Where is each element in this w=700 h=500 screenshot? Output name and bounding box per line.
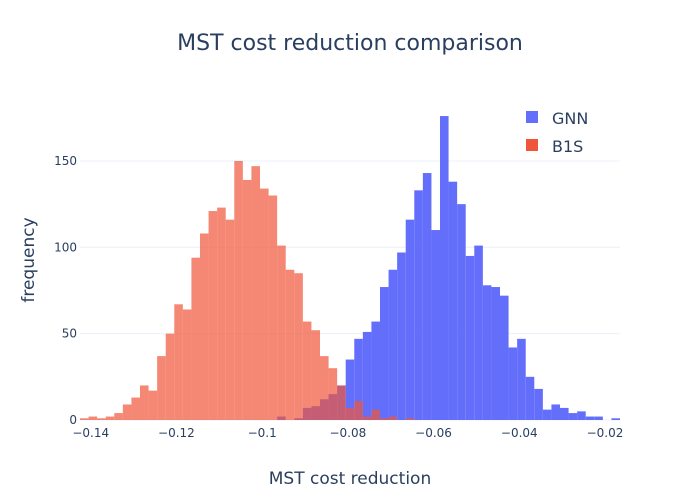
bar-gnn[interactable]	[405, 219, 415, 420]
legend-item-b1s[interactable]: B1S	[526, 137, 583, 156]
bar-gnn[interactable]	[611, 418, 620, 420]
bar-gnn[interactable]	[585, 416, 595, 420]
bar-gnn[interactable]	[422, 173, 432, 420]
bar-b1s[interactable]	[302, 321, 312, 420]
bar-gnn[interactable]	[465, 255, 475, 420]
bar-gnn[interactable]	[525, 376, 535, 420]
bar-gnn[interactable]	[551, 404, 560, 420]
bar-gnn[interactable]	[397, 252, 406, 420]
bar-b1s[interactable]	[208, 211, 218, 420]
bar-gnn[interactable]	[354, 338, 363, 420]
bar-gnn[interactable]	[345, 359, 355, 420]
bar-b1s[interactable]	[217, 207, 226, 420]
bar-b1s[interactable]	[191, 257, 200, 420]
bar-b1s[interactable]	[182, 309, 192, 420]
bar-b1s[interactable]	[277, 245, 286, 420]
bar-b1s[interactable]	[97, 418, 106, 420]
bar-b1s[interactable]	[234, 160, 243, 420]
bar-gnn[interactable]	[594, 416, 603, 420]
bar-b1s[interactable]	[88, 416, 98, 420]
y-axis-title: frequency	[19, 217, 39, 302]
legend-swatch-b1s	[526, 139, 538, 151]
bar-b1s[interactable]	[328, 368, 338, 420]
bar-b1s[interactable]	[140, 385, 149, 420]
legend[interactable]: GNN B1S	[510, 100, 615, 158]
y-tick-label: 50	[62, 327, 77, 341]
bar-b1s[interactable]	[148, 390, 158, 420]
bar-gnn[interactable]	[431, 230, 440, 420]
bar-b1s[interactable]	[320, 356, 329, 420]
bar-b1s[interactable]	[380, 418, 389, 420]
legend-swatch-gnn	[526, 111, 538, 123]
bar-gnn[interactable]	[560, 407, 569, 420]
bar-gnn[interactable]	[457, 204, 466, 420]
bar-gnn[interactable]	[482, 285, 492, 420]
legend-label-b1s: B1S	[552, 137, 583, 156]
bar-gnn[interactable]	[388, 269, 398, 420]
bar-gnn[interactable]	[500, 295, 509, 420]
bar-b1s[interactable]	[157, 356, 166, 420]
x-tick-label: −0.08	[329, 426, 366, 440]
bar-b1s[interactable]	[165, 333, 175, 420]
bar-b1s[interactable]	[80, 418, 89, 420]
x-tick-label: −0.14	[72, 426, 109, 440]
y-tick-label: 100	[54, 240, 77, 254]
bar-gnn[interactable]	[448, 181, 458, 420]
bar-gnn[interactable]	[534, 388, 543, 420]
bar-b1s[interactable]	[311, 330, 320, 420]
bar-gnn[interactable]	[474, 245, 483, 420]
legend-item-gnn[interactable]: GNN	[526, 109, 588, 128]
series-b1s-bars	[80, 160, 415, 420]
bar-b1s[interactable]	[371, 409, 380, 420]
bar-b1s[interactable]	[268, 195, 278, 420]
bar-b1s[interactable]	[225, 219, 235, 420]
x-axis-ticks: −0.14 −0.12 −0.1 −0.08 −0.06 −0.04 −0.02	[72, 426, 623, 440]
bar-gnn[interactable]	[380, 287, 389, 420]
bar-b1s[interactable]	[114, 413, 123, 420]
y-axis-ticks: 0 50 100 150	[54, 154, 77, 427]
chart-title: MST cost reduction comparison	[177, 31, 523, 56]
bar-gnn[interactable]	[371, 321, 380, 420]
bar-b1s[interactable]	[337, 385, 346, 420]
x-tick-label: −0.12	[158, 426, 195, 440]
bar-b1s[interactable]	[122, 404, 132, 420]
bar-gnn[interactable]	[491, 287, 500, 420]
x-tick-label: −0.02	[587, 426, 624, 440]
bar-gnn[interactable]	[414, 190, 423, 420]
bar-gnn[interactable]	[362, 331, 372, 420]
bar-b1s[interactable]	[251, 166, 260, 420]
y-tick-label: 0	[69, 413, 77, 427]
x-tick-label: −0.1	[248, 426, 277, 440]
bar-gnn[interactable]	[508, 347, 518, 420]
x-tick-label: −0.04	[501, 426, 538, 440]
bar-gnn[interactable]	[440, 116, 449, 421]
legend-label-gnn: GNN	[552, 109, 588, 128]
bar-b1s[interactable]	[174, 304, 183, 420]
bar-b1s[interactable]	[285, 269, 295, 420]
bar-b1s[interactable]	[388, 416, 398, 420]
bar-gnn[interactable]	[577, 411, 586, 420]
bar-b1s[interactable]	[200, 233, 209, 420]
bar-b1s[interactable]	[405, 418, 415, 420]
bar-b1s[interactable]	[242, 179, 252, 420]
bar-b1s[interactable]	[362, 416, 372, 420]
x-axis-title: MST cost reduction	[269, 469, 431, 489]
y-tick-label: 150	[54, 154, 77, 168]
bar-b1s[interactable]	[260, 188, 269, 420]
bar-b1s[interactable]	[345, 407, 355, 420]
bar-gnn[interactable]	[568, 413, 578, 420]
bar-gnn[interactable]	[517, 338, 526, 420]
bar-b1s[interactable]	[354, 401, 363, 420]
bar-b1s[interactable]	[294, 273, 303, 420]
bar-b1s[interactable]	[105, 416, 115, 420]
x-tick-label: −0.06	[415, 426, 452, 440]
bar-gnn[interactable]	[542, 409, 552, 420]
bar-b1s[interactable]	[131, 397, 140, 420]
